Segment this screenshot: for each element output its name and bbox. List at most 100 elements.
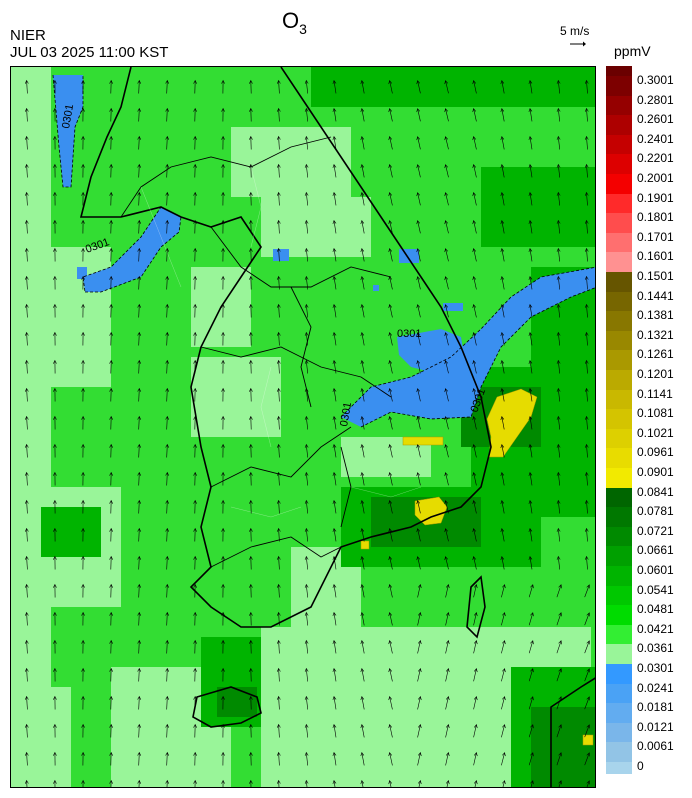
wind-arrow-head (276, 247, 281, 252)
wind-arrow (473, 556, 477, 570)
wind-arrow-head (332, 443, 337, 448)
wind-arrow-head (360, 79, 365, 85)
wind-arrow (166, 332, 168, 346)
legend-swatch-top (606, 66, 632, 78)
wind-arrow (138, 612, 140, 626)
wind-arrow-head (332, 639, 337, 644)
wind-arrow (584, 668, 590, 682)
wind-arrow (558, 444, 560, 458)
wind-arrow (501, 500, 505, 514)
wind-arrow-head (165, 303, 170, 308)
wind-arrow-head (360, 555, 365, 561)
wind-arrow-head (473, 668, 478, 673)
wind-arrow-head (249, 583, 253, 588)
wind-arrow-head (221, 387, 225, 392)
wind-arrow (417, 416, 421, 430)
legend-label: 0.0301 (637, 661, 674, 675)
wind-arrow (306, 136, 308, 150)
wind-arrow (333, 444, 337, 458)
wind-arrow-head (276, 723, 281, 728)
wind-arrow-head (360, 583, 365, 589)
wind-arrow (278, 724, 280, 738)
wind-arrow-head (472, 331, 477, 337)
wind-arrow (445, 724, 449, 738)
wind-arrow (445, 360, 449, 374)
wind-arrow-head (109, 387, 113, 392)
wind-arrow-head (304, 247, 309, 252)
wind-arrow (389, 304, 393, 318)
wind-arrow-head (81, 191, 85, 196)
wind-arrow (473, 724, 477, 738)
wind-arrow (361, 584, 365, 598)
wind-arrow-head (556, 359, 561, 364)
wind-arrow (26, 248, 28, 262)
wind-arrow (278, 108, 280, 122)
wind-arrow-head (473, 612, 478, 617)
wind-arrow-head (304, 107, 309, 112)
wind-arrow-head (109, 107, 113, 112)
wind-arrow (333, 332, 337, 346)
wind-arrow-head (388, 359, 393, 365)
wind-arrow-head (137, 387, 142, 392)
wind-arrow (473, 220, 477, 234)
wind-arrow (473, 444, 477, 458)
wind-arrow-head (416, 360, 421, 365)
wind-arrow (389, 80, 393, 94)
wind-arrow-head (165, 583, 170, 588)
wind-arrow-head (81, 331, 85, 336)
legend-label: 0.0541 (637, 582, 674, 597)
wind-arrow (361, 612, 365, 626)
wind-arrow-head (276, 583, 281, 588)
wind-arrow (501, 304, 505, 318)
wind-arrow (474, 780, 477, 787)
wind-arrow-head (444, 80, 449, 85)
wind-arrow-head (109, 667, 113, 672)
wind-arrow-head (416, 416, 421, 421)
contour-label: 0301 (60, 103, 76, 129)
ozone-map[interactable]: 0301 0301 0301 0301 0301 (10, 66, 596, 788)
wind-arrow-head (109, 499, 113, 504)
wind-arrow (333, 276, 337, 290)
wind-arrow-head (193, 499, 197, 504)
wind-arrow (166, 108, 168, 122)
wind-arrow (417, 360, 421, 374)
wind-arrow-head (193, 555, 197, 560)
legend-label: 0.2801 (637, 92, 674, 107)
wind-arrow-head (137, 163, 142, 168)
wind-arrow-head (276, 667, 281, 672)
wind-arrow (166, 80, 168, 94)
wind-arrow (333, 556, 337, 570)
wind-arrow-head (332, 723, 337, 728)
legend-label: 0.2601 (637, 112, 674, 127)
wind-arrow-head (584, 135, 589, 140)
wind-arrow-head (249, 667, 253, 672)
wind-arrow (306, 612, 308, 626)
wind-arrow-head (81, 611, 85, 616)
wind-arrow-head (193, 275, 197, 280)
wind-arrow-head (276, 443, 281, 448)
legend-label: 0.1261 (637, 347, 674, 362)
wind-arrow-head (193, 583, 197, 588)
legend-label: 0.0121 (637, 719, 674, 734)
wind-arrow (389, 192, 393, 206)
wind-arrow-head (388, 471, 393, 477)
wind-arrow (558, 472, 560, 486)
wind-arrow (473, 472, 477, 486)
wind-arrow-head (472, 555, 477, 561)
wind-arrow-head (444, 444, 449, 449)
wind-arrow-head (221, 779, 225, 784)
wind-arrow-head (530, 724, 534, 729)
wind-arrow-head (165, 415, 170, 420)
wind-arrow-head (137, 135, 142, 140)
wind-arrow (501, 584, 505, 598)
wind-arrow-head (221, 79, 225, 84)
wind-arrow-head (137, 583, 142, 588)
wind-arrow (166, 388, 168, 402)
wind-arrow-head (165, 611, 170, 616)
wind-arrow-head (165, 387, 170, 392)
wind-arrow (278, 332, 280, 346)
wind-arrow (138, 528, 140, 542)
wind-arrow (501, 416, 505, 430)
wind-arrow-head (304, 639, 309, 644)
legend-label: 0.2001 (637, 171, 674, 185)
